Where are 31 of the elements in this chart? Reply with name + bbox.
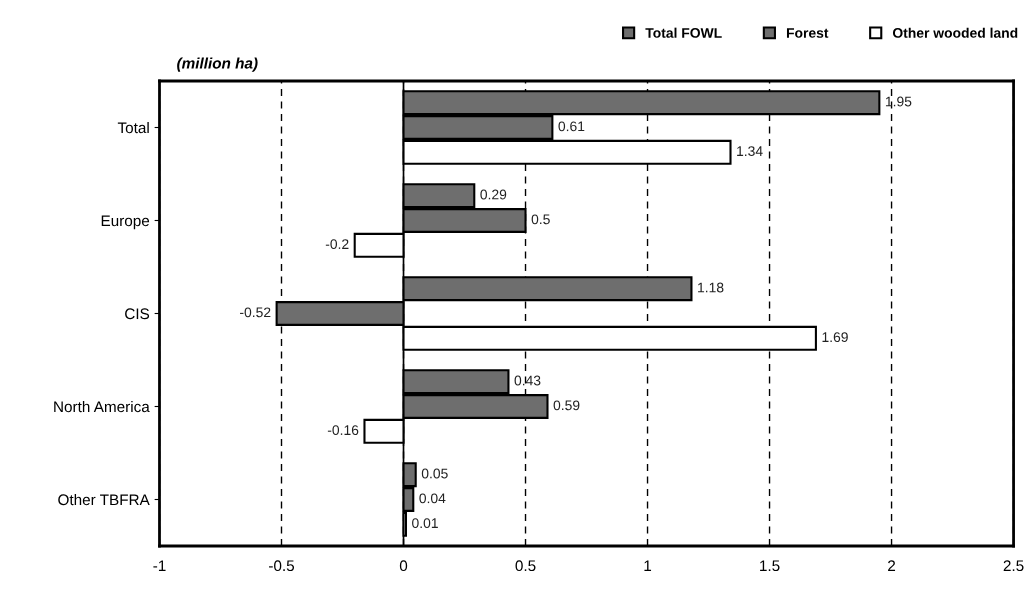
data-label: 0.05 bbox=[421, 468, 448, 479]
legend-label: Forest bbox=[786, 28, 829, 38]
x-tick-label: -1 bbox=[153, 560, 166, 571]
y-tick-label: North America bbox=[54, 400, 150, 413]
data-label: -0.2 bbox=[325, 239, 349, 250]
x-tick-label: -0.5 bbox=[269, 560, 295, 572]
x-tick-label: 0.5 bbox=[515, 560, 536, 572]
data-label: -0.52 bbox=[240, 307, 271, 318]
data-label: -0.16 bbox=[327, 425, 359, 436]
y-tick-label: Other TBFRA bbox=[58, 493, 150, 506]
legend-label: Total FOWL bbox=[645, 27, 722, 38]
data-label: 0.04 bbox=[419, 493, 446, 504]
y-tick-label: CIS bbox=[125, 308, 150, 320]
y-tick-label: Total bbox=[117, 121, 149, 134]
data-label: 0.01 bbox=[412, 518, 438, 529]
data-label: 0.5 bbox=[531, 214, 550, 225]
text: (million ha) bbox=[177, 57, 258, 72]
data-label: 0.59 bbox=[553, 400, 580, 411]
data-label: 1.34 bbox=[737, 146, 763, 157]
y-tick-label: Europe bbox=[101, 215, 150, 230]
data-label: 1.95 bbox=[885, 96, 912, 107]
data-label: 0.29 bbox=[480, 189, 507, 200]
x-tick-label: 2 bbox=[888, 560, 896, 571]
legend-label: Other wooded land bbox=[892, 27, 1018, 38]
data-label: 1.69 bbox=[822, 332, 848, 343]
data-label: 0.61 bbox=[558, 121, 585, 132]
data-label: 1.18 bbox=[698, 282, 724, 293]
x-tick-label: 0 bbox=[399, 560, 408, 572]
x-tick-label: 2.5 bbox=[1003, 560, 1024, 572]
x-tick-label: 1.5 bbox=[760, 560, 780, 572]
x-tick-label: 1 bbox=[644, 560, 652, 571]
